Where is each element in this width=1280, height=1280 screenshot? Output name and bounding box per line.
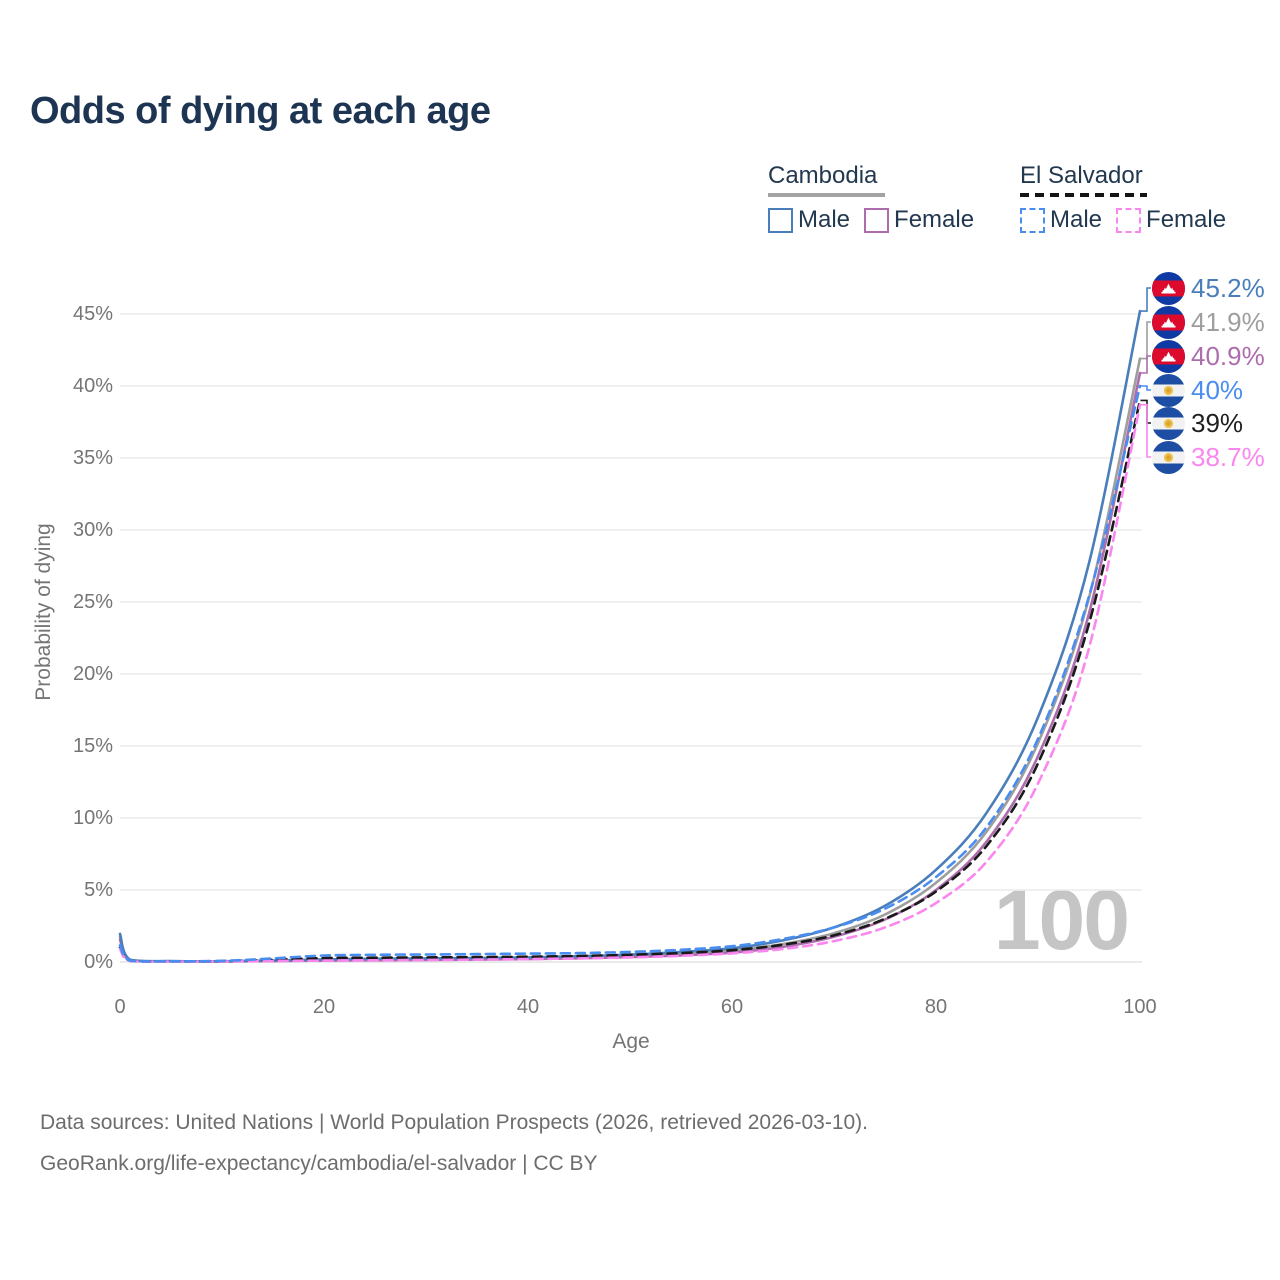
legend-item-cambodia-male[interactable]: Male	[768, 206, 850, 234]
endpoint-value-cambodia-male: 45.2%	[1191, 272, 1265, 303]
y-tick-label-30: 30%	[72, 519, 113, 541]
x-tick-label-40: 40	[516, 996, 540, 1018]
y-tick-label-40: 40%	[72, 375, 113, 397]
endpoint-connector-cambodia-both	[1140, 321, 1151, 360]
y-tick-label-15: 15%	[72, 735, 113, 757]
x-tick-label-0: 0	[114, 996, 126, 1018]
legend-item-label: Male	[1050, 206, 1103, 233]
x-tick-label-100: 100	[1123, 996, 1157, 1018]
attribution-line: GeoRank.org/life-expectancy/cambodia/el-…	[40, 1152, 598, 1175]
age-counter-watermark: 100	[993, 873, 1130, 967]
x-axis-title: Age	[612, 1030, 650, 1053]
endpoint-connector-elsalvador-male	[1140, 385, 1151, 391]
y-tick-label-20: 20%	[72, 663, 113, 685]
cambodia-flag-icon	[1152, 339, 1185, 373]
endpoint-connector-elsalvador-both	[1140, 399, 1151, 424]
y-tick-label-25: 25%	[72, 591, 113, 613]
x-tick-label-60: 60	[720, 996, 744, 1018]
y-tick-label-0: 0%	[84, 951, 113, 973]
endpoint-row-cambodia-both: 41.9%	[1152, 305, 1265, 339]
endpoint-row-cambodia-female: 40.9%	[1152, 339, 1265, 373]
endpoint-row-elsalvador-female: 38.7%	[1152, 440, 1265, 474]
legend-group-cambodia: Cambodia Male Female	[768, 162, 974, 234]
y-tick-label-45: 45%	[72, 303, 113, 325]
series-line-cambodia-male	[118, 309, 1142, 963]
el-salvador-flag-icon	[1152, 406, 1185, 440]
legend-item-label: Male	[798, 206, 851, 233]
endpoint-value-elsalvador-female: 38.7%	[1191, 441, 1265, 472]
series-line-cambodia-female	[118, 371, 1142, 963]
endpoint-value-cambodia-female: 40.9%	[1191, 340, 1265, 371]
legend-item-el-salvador-female[interactable]: Female	[1116, 206, 1226, 234]
chart-title: Odds of dying at each age	[30, 90, 491, 132]
x-tick-label-80: 80	[924, 996, 948, 1018]
legend-group-el-salvador: El Salvador Male Female	[1020, 162, 1226, 234]
cambodia-flag-icon	[1152, 305, 1185, 339]
endpoint-connector-cambodia-female	[1140, 355, 1151, 374]
el-salvador-flag-icon	[1152, 440, 1185, 474]
legend-item-cambodia-female[interactable]: Female	[864, 206, 974, 234]
endpoint-row-elsalvador-male: 40%	[1152, 373, 1243, 407]
data-sources-line: Data sources: United Nations | World Pop…	[40, 1111, 869, 1134]
legend-country-cambodia: Cambodia	[768, 162, 878, 189]
endpoint-connector-cambodia-male	[1140, 287, 1151, 312]
series-line-cambodia-both	[118, 357, 1142, 963]
legend-item-label: Female	[894, 206, 975, 233]
endpoint-value-elsalvador-male: 40%	[1191, 374, 1244, 405]
legend-swatch-icon	[768, 207, 793, 233]
endpoint-value-elsalvador-both: 39%	[1191, 407, 1244, 438]
legend-item-label: Female	[1146, 206, 1227, 233]
y-tick-label-35: 35%	[72, 447, 113, 469]
endpoint-row-cambodia-male: 45.2%	[1152, 271, 1265, 305]
endpoint-connector-elsalvador-female	[1140, 403, 1151, 458]
series-line-elsalvador-male	[118, 384, 1142, 963]
y-tick-label-10: 10%	[72, 807, 113, 829]
endpoint-row-elsalvador-both: 39%	[1152, 406, 1243, 440]
footer: Data sources: United Nations | World Pop…	[40, 1102, 868, 1184]
el-salvador-line-style-swatch	[1020, 193, 1147, 197]
legend-country-el-salvador: El Salvador	[1020, 162, 1143, 189]
cambodia-line-style-swatch	[768, 193, 885, 197]
x-tick-label-20: 20	[312, 996, 336, 1018]
legend-swatch-icon	[1116, 207, 1142, 233]
legend-item-el-salvador-male[interactable]: Male	[1020, 206, 1102, 234]
endpoint-value-cambodia-both: 41.9%	[1191, 306, 1265, 337]
series-line-elsalvador-female	[118, 403, 1142, 963]
legend-swatch-icon	[864, 207, 890, 233]
el-salvador-flag-icon	[1152, 373, 1185, 407]
cambodia-flag-icon	[1152, 271, 1185, 305]
series-line-elsalvador-both	[118, 399, 1142, 963]
legend-swatch-icon	[1020, 207, 1045, 233]
y-tick-label-5: 5%	[84, 879, 113, 901]
